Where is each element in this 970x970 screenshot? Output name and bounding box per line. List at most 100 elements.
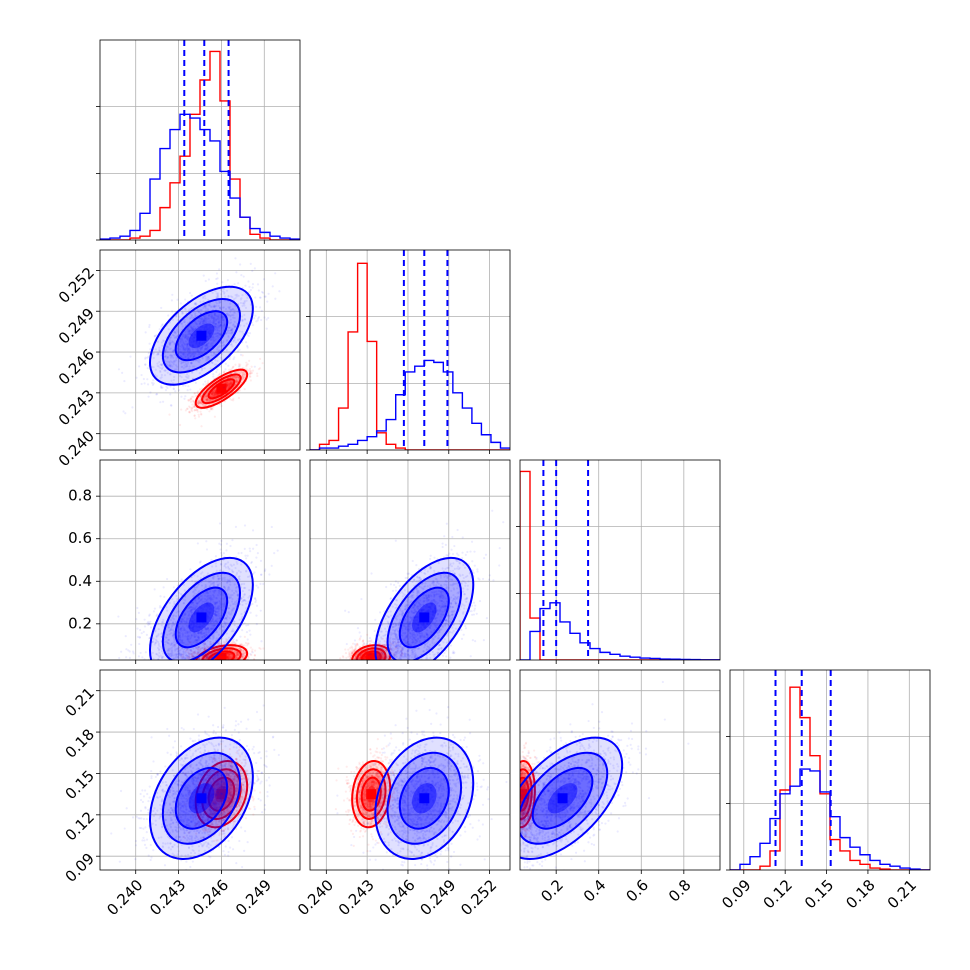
scatter-point bbox=[248, 332, 252, 335]
scatter-point bbox=[235, 379, 239, 383]
scatter-point bbox=[189, 388, 192, 391]
scatter-point bbox=[278, 290, 281, 293]
scatter-point bbox=[240, 371, 243, 374]
scatter-point bbox=[225, 384, 229, 387]
scatter-point bbox=[223, 400, 227, 403]
scatter-point bbox=[235, 376, 238, 379]
scatter-point bbox=[125, 656, 128, 659]
scatter-point bbox=[120, 650, 123, 653]
scatter-point bbox=[251, 269, 254, 272]
scatter-point bbox=[246, 346, 249, 349]
scatter-point bbox=[197, 413, 200, 416]
scatter-point bbox=[142, 630, 145, 633]
scatter-point bbox=[148, 342, 151, 345]
scatter-point bbox=[210, 392, 213, 395]
scatter-point bbox=[230, 380, 233, 384]
scatter-point bbox=[209, 408, 213, 411]
scatter-point bbox=[147, 395, 150, 398]
scatter-point bbox=[161, 400, 165, 403]
scatter-point bbox=[241, 377, 244, 380]
scatter-point bbox=[211, 406, 214, 409]
scatter-point bbox=[222, 552, 225, 555]
scatter-point bbox=[196, 409, 199, 412]
scatter-point bbox=[259, 582, 262, 585]
scatter-point bbox=[222, 370, 226, 373]
scatter-point bbox=[245, 368, 248, 371]
scatter-point bbox=[229, 383, 232, 386]
scatter-point bbox=[249, 550, 252, 553]
scatter-point bbox=[243, 371, 246, 374]
scatter-point bbox=[227, 364, 230, 367]
scatter-point bbox=[227, 382, 230, 385]
scatter-point bbox=[212, 392, 215, 396]
scatter-point bbox=[242, 374, 245, 377]
scatter-point bbox=[212, 390, 215, 393]
scatter-point bbox=[149, 626, 153, 629]
scatter-point bbox=[248, 369, 252, 373]
scatter-point bbox=[211, 393, 214, 396]
density-peak bbox=[216, 383, 227, 394]
scatter-point bbox=[197, 402, 200, 405]
scatter-point bbox=[208, 399, 211, 402]
scatter-point bbox=[187, 399, 190, 402]
scatter-point bbox=[196, 400, 200, 404]
scatter-point bbox=[248, 359, 251, 362]
scatter-point bbox=[202, 397, 205, 401]
scatter-point bbox=[234, 376, 237, 380]
scatter-point bbox=[216, 368, 219, 371]
scatter-point bbox=[184, 395, 187, 398]
scatter-point bbox=[225, 542, 229, 545]
scatter-point bbox=[177, 389, 181, 392]
scatter-point bbox=[249, 288, 252, 292]
scatter-point bbox=[214, 393, 217, 397]
scatter-point bbox=[210, 393, 213, 396]
scatter-point bbox=[213, 394, 216, 397]
scatter-point bbox=[194, 381, 197, 384]
scatter-point bbox=[228, 357, 231, 361]
scatter-point bbox=[211, 390, 214, 393]
scatter-point bbox=[214, 392, 217, 395]
scatter-point bbox=[196, 542, 199, 545]
scatter-point bbox=[248, 285, 251, 288]
scatter-point bbox=[239, 353, 243, 356]
scatter-point bbox=[181, 384, 185, 387]
scatter-point bbox=[249, 633, 252, 636]
scatter-point bbox=[211, 391, 214, 395]
scatter-point bbox=[193, 408, 196, 412]
scatter-point bbox=[192, 400, 195, 403]
scatter-point bbox=[254, 601, 257, 604]
scatter-point bbox=[235, 379, 238, 382]
scatter-point bbox=[144, 331, 147, 334]
scatter-point bbox=[235, 379, 238, 382]
scatter-point bbox=[224, 368, 227, 371]
scatter-point bbox=[191, 399, 194, 402]
scatter-point bbox=[237, 363, 241, 366]
scatter-point bbox=[238, 371, 241, 374]
scatter-point bbox=[240, 370, 243, 373]
scatter-point bbox=[213, 392, 216, 395]
scatter-point bbox=[210, 380, 213, 383]
scatter-point bbox=[199, 410, 202, 413]
scatter-point bbox=[213, 394, 216, 397]
scatter-point bbox=[249, 372, 253, 375]
scatter-point bbox=[226, 382, 229, 385]
scatter-point bbox=[205, 548, 209, 551]
scatter-point bbox=[160, 306, 163, 310]
scatter-point bbox=[271, 285, 274, 288]
scatter-point bbox=[228, 383, 231, 386]
scatter-point bbox=[254, 565, 258, 569]
scatter-point bbox=[226, 386, 229, 389]
scatter-point bbox=[186, 389, 189, 392]
scatter-point bbox=[229, 384, 232, 387]
scatter-point bbox=[193, 409, 196, 412]
scatter-point bbox=[234, 371, 237, 374]
scatter-point bbox=[242, 376, 246, 379]
scatter-point bbox=[196, 390, 200, 393]
scatter-point bbox=[257, 368, 261, 371]
scatter-point bbox=[205, 398, 208, 401]
scatter-point bbox=[211, 391, 214, 394]
scatter-point bbox=[148, 325, 151, 329]
scatter-point bbox=[209, 394, 212, 398]
scatter-point bbox=[140, 382, 143, 386]
